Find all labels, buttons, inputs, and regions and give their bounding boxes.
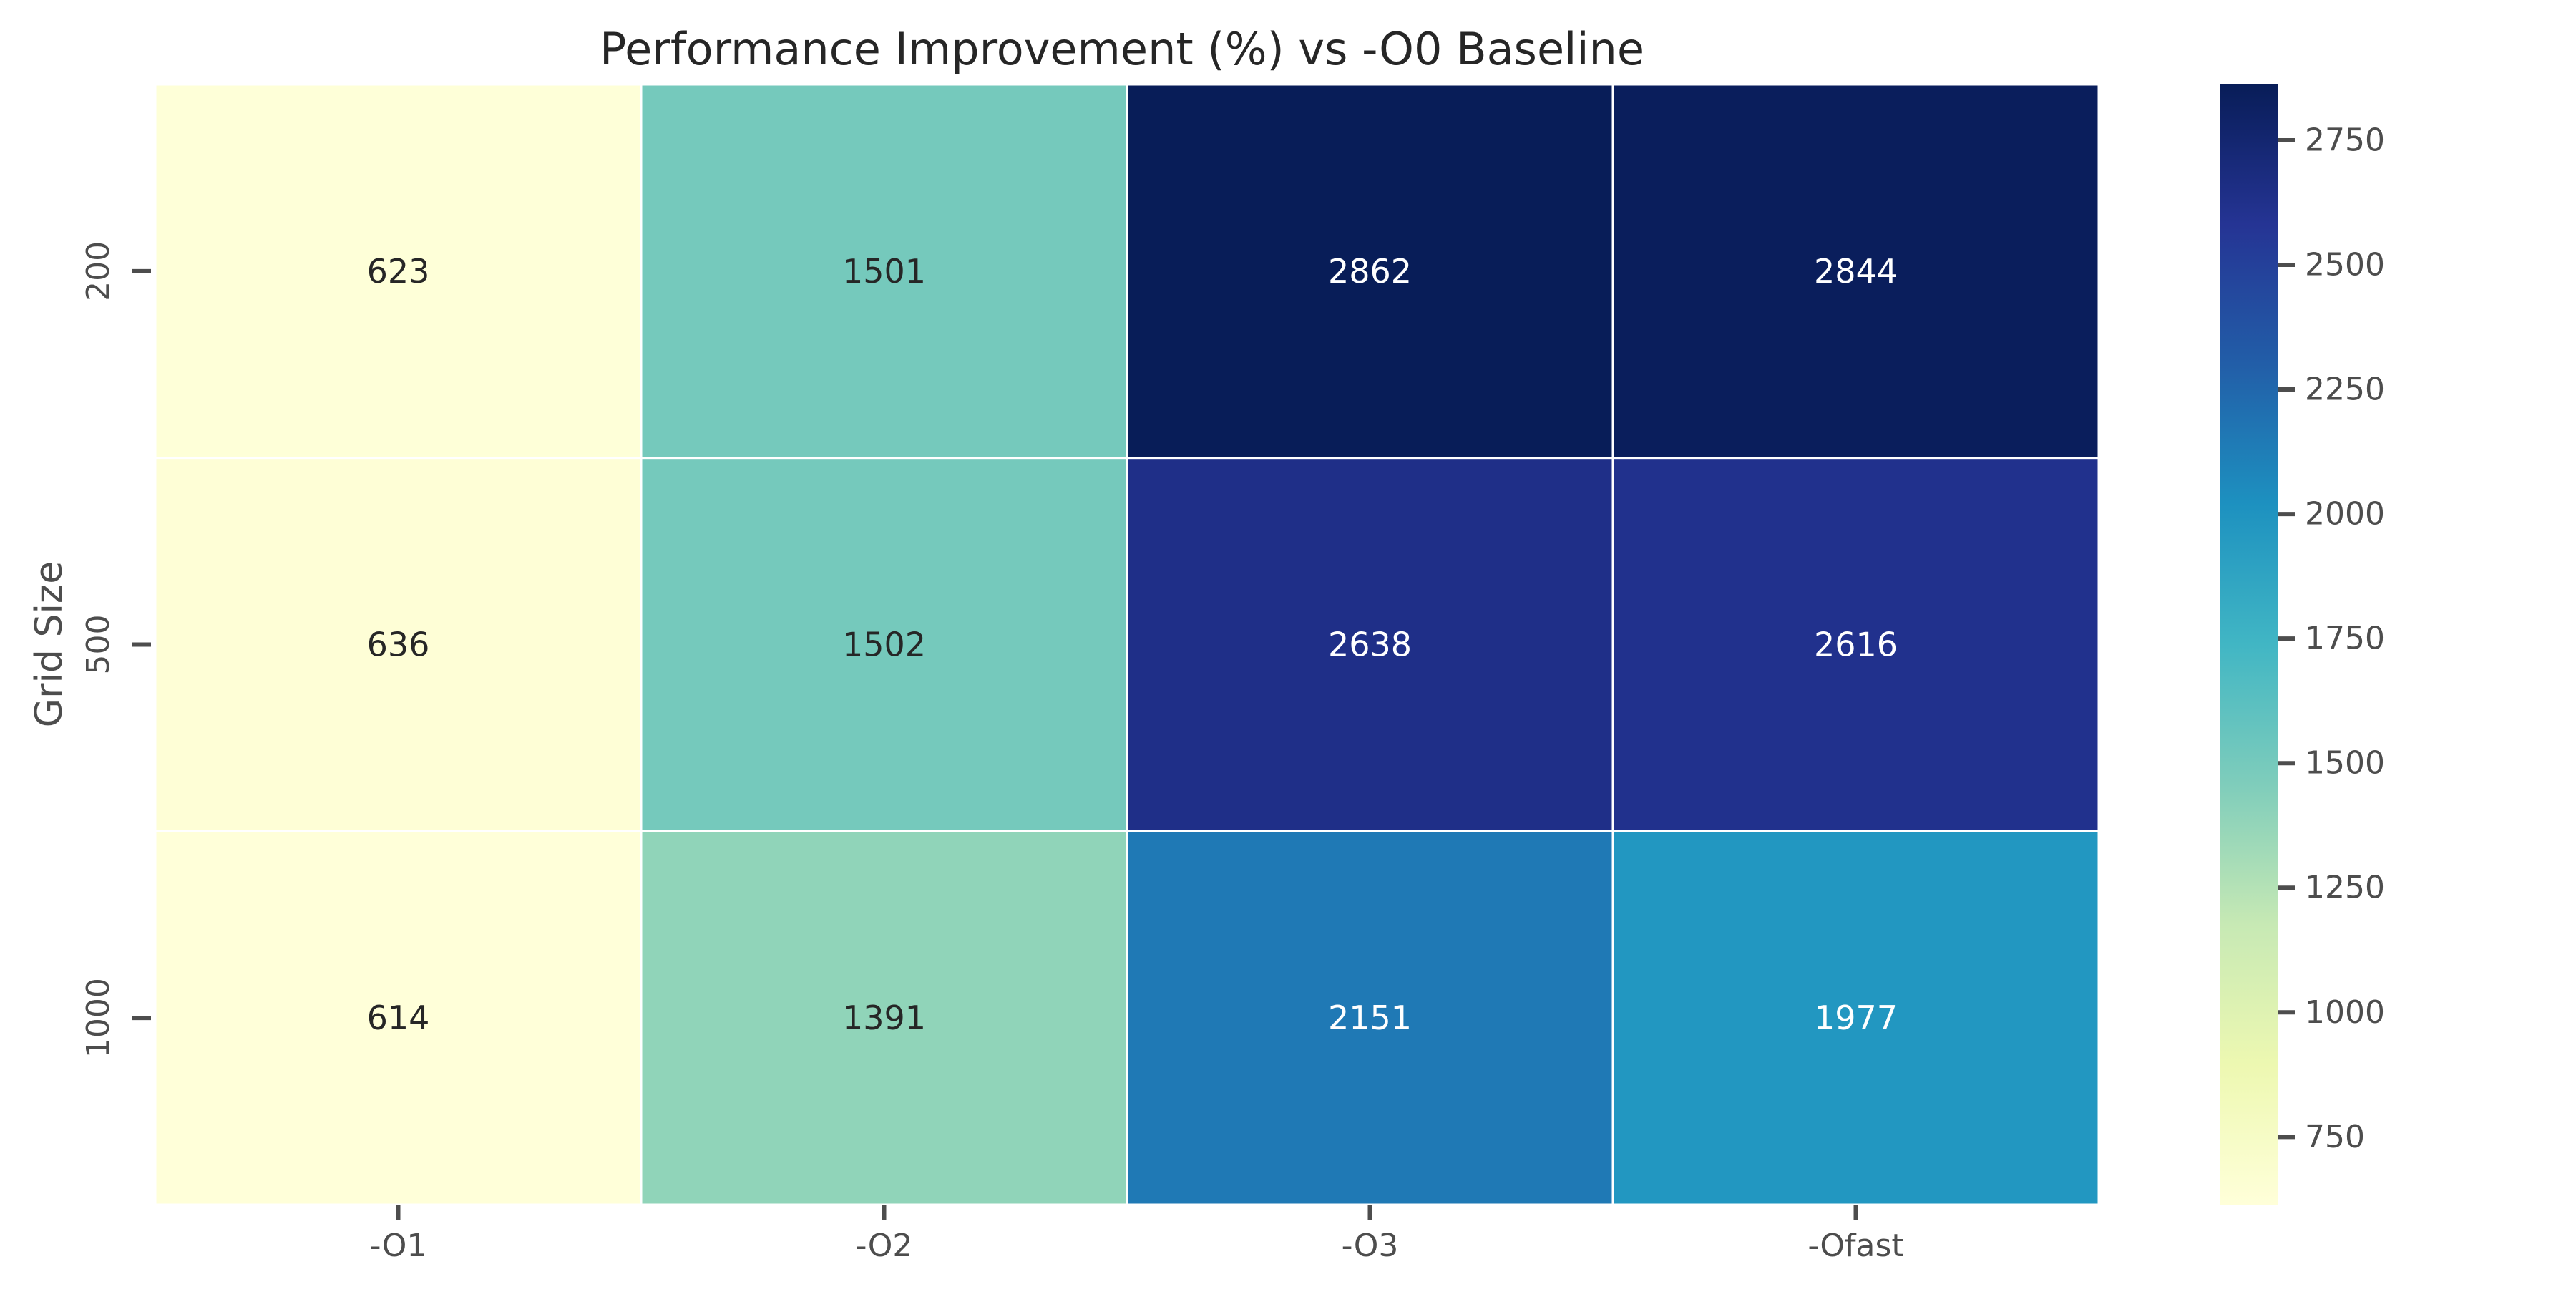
x-tick-label: -O1 — [370, 1228, 427, 1264]
cell-value-label: 2151 — [1328, 999, 1412, 1037]
cell-value-label: 2616 — [1814, 626, 1898, 664]
colorbar-tick-label: 1250 — [2305, 870, 2385, 906]
cell-value-label: 1502 — [842, 626, 926, 664]
colorbar: 750 1000 1250 1500 1750 2000 2250 2500 2750 — [2220, 84, 2385, 1205]
cell-value-label: 1391 — [842, 999, 926, 1037]
heatmap-cell — [640, 83, 1128, 460]
x-tick-label: -O2 — [856, 1228, 913, 1264]
y-tick-label: 200 — [80, 241, 117, 301]
heatmap-cell — [1126, 457, 1614, 832]
colorbar-tick-label: 2000 — [2305, 496, 2385, 533]
heatmap-cell — [1611, 457, 2100, 832]
heatmap-cell — [640, 457, 1128, 832]
heatmap-cell — [1126, 83, 1614, 460]
y-axis-label: Grid Size — [28, 561, 71, 727]
colorbar-tick-label: 750 — [2305, 1119, 2365, 1155]
cell-value-label: 2638 — [1328, 626, 1412, 664]
y-tick-label: 500 — [80, 615, 117, 675]
colorbar-tick-label: 2250 — [2305, 371, 2385, 408]
colorbar-tick-label: 1500 — [2305, 745, 2385, 782]
cell-value-label: 636 — [367, 626, 430, 664]
x-tick-label: -Ofast — [1807, 1228, 1903, 1264]
y-axis: 200 500 1000 — [80, 241, 151, 1058]
cell-value-label: 1977 — [1814, 999, 1898, 1037]
chart-title: Performance Improvement (%) vs -O0 Basel… — [600, 23, 1644, 75]
cell-value-label: 614 — [367, 999, 430, 1037]
colorbar-bar — [2220, 84, 2278, 1205]
y-tick-label: 1000 — [80, 978, 117, 1058]
heatmap-cell — [1611, 830, 2100, 1206]
cell-value-label: 2862 — [1328, 252, 1412, 291]
colorbar-tick-label: 1000 — [2305, 994, 2385, 1031]
x-tick-label: -O3 — [1342, 1228, 1399, 1264]
cell-value-label: 1501 — [842, 252, 926, 291]
colorbar-tick-label: 2750 — [2305, 122, 2385, 158]
cell-value-label: 623 — [367, 252, 430, 291]
x-axis: -O1 -O2 -O3 -Ofast — [370, 1205, 1904, 1264]
heatmap-cell — [640, 830, 1128, 1206]
colorbar-tick-label: 1750 — [2305, 621, 2385, 657]
heatmap-cells: 623 1501 2862 2844 636 1502 2638 2616 614 1391 215… — [154, 83, 2100, 1206]
heatmap-cell — [154, 83, 643, 460]
colorbar-tick-label: 2500 — [2305, 247, 2385, 283]
heatmap-cell — [1611, 83, 2100, 460]
cell-value-label: 2844 — [1814, 252, 1898, 291]
heatmap-cell — [154, 457, 643, 832]
